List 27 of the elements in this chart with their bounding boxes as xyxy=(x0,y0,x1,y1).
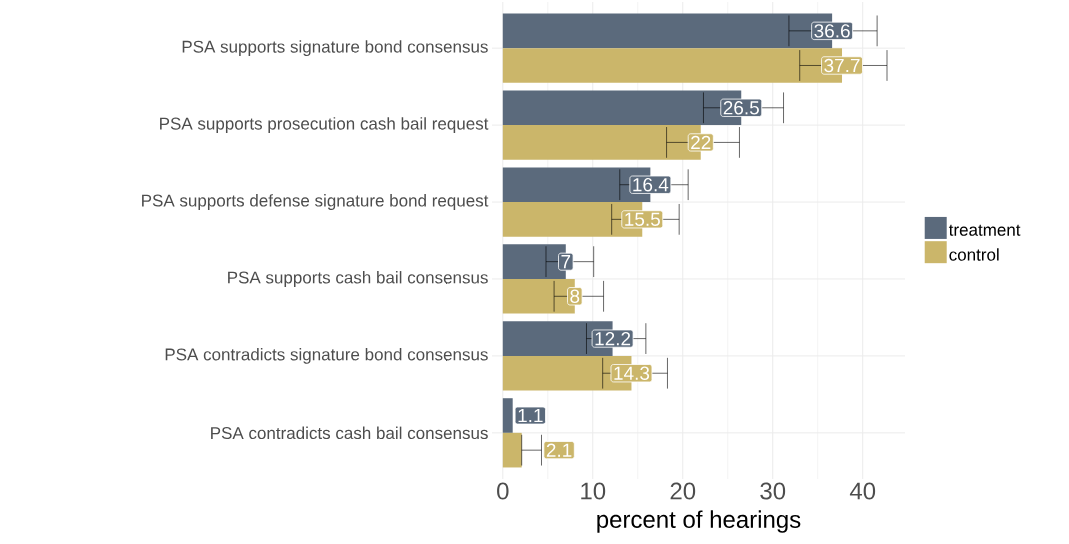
data-label: 16.4 xyxy=(633,178,669,192)
x-tick-label: 20 xyxy=(670,482,696,500)
y-tick-label: PSA supports prosecution cash bail request xyxy=(160,117,489,134)
data-label: 37.7 xyxy=(824,58,860,73)
data-label: 8 xyxy=(570,289,580,304)
data-label: 12.2 xyxy=(595,331,631,346)
data-label: 36.6 xyxy=(814,24,850,38)
x-tick-label: 40 xyxy=(849,482,876,500)
data-label: 1.1 xyxy=(518,408,543,423)
data-label: 14.3 xyxy=(614,366,650,380)
bar xyxy=(502,432,522,468)
data-label: 26.5 xyxy=(723,101,759,115)
y-tick-label: PSA contradicts cash bail consensus xyxy=(211,426,488,440)
data-label: 15.5 xyxy=(625,212,660,226)
y-tick-label: PSA supports signature bond consensus xyxy=(182,40,488,57)
data-label: 22 xyxy=(691,135,711,150)
legend-label: control xyxy=(949,248,999,261)
legend-label: treatment xyxy=(948,224,1021,236)
y-tick-label: PSA supports cash bail consensus xyxy=(228,271,488,287)
x-tick-label: 0 xyxy=(497,482,509,500)
y-tick-label: PSA contradicts signature bond consensus xyxy=(165,347,488,364)
x-tick-label: 30 xyxy=(760,482,786,500)
x-axis-title: percent of hearings xyxy=(597,510,801,533)
x-tick-label: 10 xyxy=(581,482,606,500)
data-label: 7 xyxy=(561,255,571,269)
y-tick-label: PSA supports defense signature bond request xyxy=(142,194,489,210)
data-label: 2.1 xyxy=(546,443,572,457)
